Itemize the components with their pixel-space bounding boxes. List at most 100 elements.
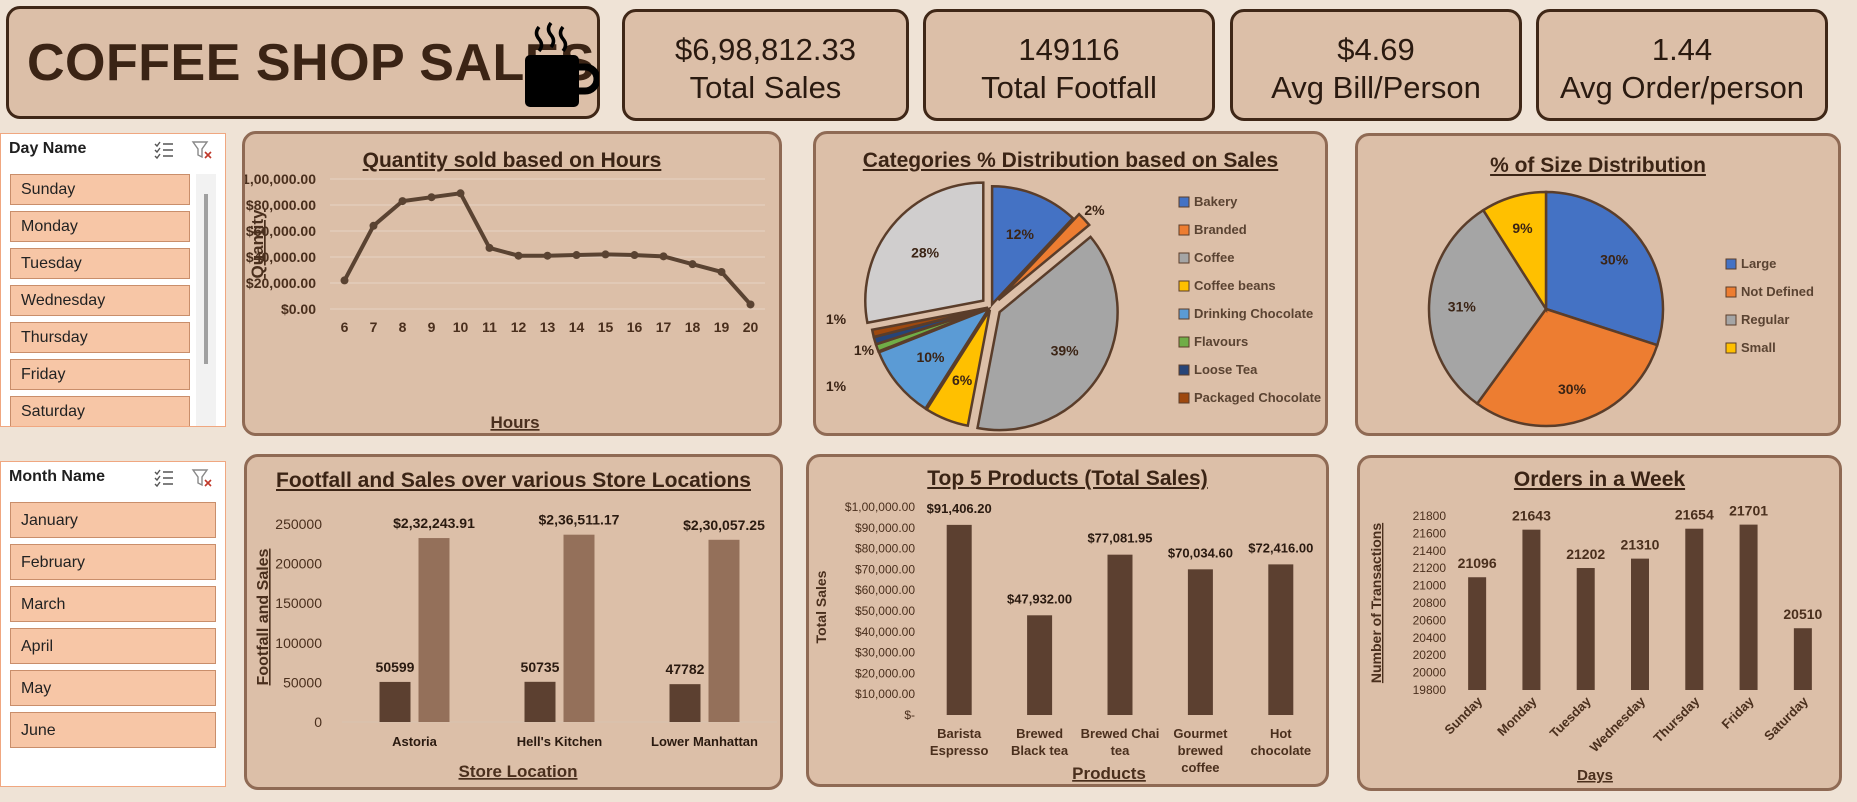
bar [1468,577,1487,690]
title-banner: COFFEE SHOP SALES [6,6,600,119]
x-tick-label: Hot [1270,726,1292,741]
stores-chart-panel: Footfall and Sales over various Store Lo… [244,454,783,790]
legend-swatch [1178,224,1190,236]
slicer-item-march[interactable]: March [10,586,216,622]
bar [1522,529,1541,690]
slicer-scrollbar[interactable] [196,174,216,426]
data-label: $2,32,243.91 [393,515,475,531]
pie-slice [990,184,1075,308]
multi-select-icon[interactable] [153,140,175,160]
data-point [427,193,436,202]
y-tick-label: $20,000.00 [855,666,915,680]
slice-label: 1% [854,342,875,358]
slicer-item-saturday[interactable]: Saturday [10,396,190,426]
bar [1187,569,1213,715]
x-tick-label: coffee [1181,760,1219,775]
pie-slice [997,212,1091,302]
slicer-item-monday[interactable]: Monday [10,211,190,242]
data-point [485,243,494,252]
slicer-item-thursday[interactable]: Thursday [10,322,190,353]
x-tick-label: chocolate [1250,743,1311,758]
slicer-item-june[interactable]: June [10,712,216,748]
pie-slice [1544,190,1665,347]
multi-select-icon[interactable] [153,468,175,488]
y-tick-label: 21200 [1413,561,1447,575]
bar [418,538,450,722]
x-tick-label: 18 [685,319,701,335]
slicer-item-february[interactable]: February [10,544,216,580]
slicer-item-wednesday[interactable]: Wednesday [10,285,190,316]
x-tick-label: brewed [1178,743,1224,758]
slice-label: 28% [911,244,940,260]
x-tick-label: 12 [511,319,527,335]
kpi-value: 1.44 [1651,32,1713,67]
data-point [543,251,552,260]
bar [946,524,972,715]
x-tick-label: 15 [598,319,614,335]
legend-swatch [1178,280,1190,292]
data-label: 21701 [1729,503,1768,519]
data-point [717,267,726,276]
pie-slice [924,309,992,428]
legend-label: Packaged Chocolate [1194,390,1321,405]
data-label: 21654 [1675,507,1714,523]
y-axis-label: Total Sales [813,570,829,643]
x-tick-label: Sunday [1441,693,1485,737]
x-tick-label: 16 [627,319,643,335]
x-tick-label: 20 [743,319,759,335]
legend-swatch [1178,364,1190,376]
chart-title: Top 5 Products (Total Sales) [927,467,1208,490]
clear-filter-icon[interactable] [191,468,213,488]
slicer-item-april[interactable]: April [10,628,216,664]
y-tick-label: 20400 [1413,631,1447,645]
bar [1027,615,1053,715]
day-name-slicer: Day Name Sunday Monday Tuesday Wednesday… [0,133,226,427]
pie-slice [864,181,985,325]
y-tick-label: 21800 [1413,509,1447,523]
legend-swatch [1725,314,1737,326]
data-point [746,300,755,309]
slicer-item-january[interactable]: January [10,502,216,538]
slicer-item-friday[interactable]: Friday [10,359,190,390]
x-tick-label: tea [1111,743,1131,758]
y-tick-label: $60,000.00 [855,583,915,597]
y-tick-label: 50000 [283,674,322,690]
x-tick-label: Wednesday [1587,693,1649,755]
bar [524,681,556,722]
x-tick-label: Friday [1718,693,1757,732]
legend-label: Loose Tea [1194,362,1258,377]
data-label: $47,932.00 [1007,591,1072,606]
slicer-item-sunday[interactable]: Sunday [10,174,190,205]
data-label: $2,36,511.17 [539,512,620,528]
data-point [688,260,697,269]
y-tick-label: $70,000.00 [855,562,915,576]
x-tick-label: 19 [714,319,730,335]
legend-label: Bakery [1194,194,1238,209]
pie-slice [1475,307,1659,428]
products-chart-panel: Top 5 Products (Total Sales) $- $10,000.0… [806,454,1329,787]
y-tick-label: 21000 [1413,579,1447,593]
x-tick-label: Espresso [930,743,989,758]
x-tick-label: 8 [399,319,407,335]
slicer-item-tuesday[interactable]: Tuesday [10,248,190,279]
bar [1268,564,1294,715]
scrollbar-thumb[interactable] [204,194,208,364]
stores-bar-chart: 0 50000 100000 150000 200000 250000 50599 $2,32… [255,512,777,781]
slicer-item-may[interactable]: May [10,670,216,706]
slice-label: 12% [1006,226,1035,242]
chart-title: Quantity sold based on Hours [362,149,662,172]
kpi-value: $6,98,812.33 [674,32,856,67]
clear-filter-icon[interactable] [191,140,213,160]
y-tick-label: $40,000.00 [855,625,915,639]
y-tick-label: $30,000.00 [855,646,915,660]
slice-label: 6% [952,372,973,388]
kpi-value: $4.69 [1337,32,1415,67]
week-bar-chart: 19800 20000 20200 20400 20600 20800 21000 21200… [1368,503,1823,784]
data-point [601,250,610,259]
data-label: $91,406.20 [927,501,992,516]
x-tick-label: Brewed Chai [1081,726,1160,741]
slice-label: 1% [826,311,847,327]
legend-label: Drinking Chocolate [1194,306,1313,321]
categories-pie-chart: 12% 2% 39% 6% 10% 1% 1% 1% 28% Bakery Branded Coffe… [826,181,1321,432]
legend-label: Regular [1741,312,1789,327]
